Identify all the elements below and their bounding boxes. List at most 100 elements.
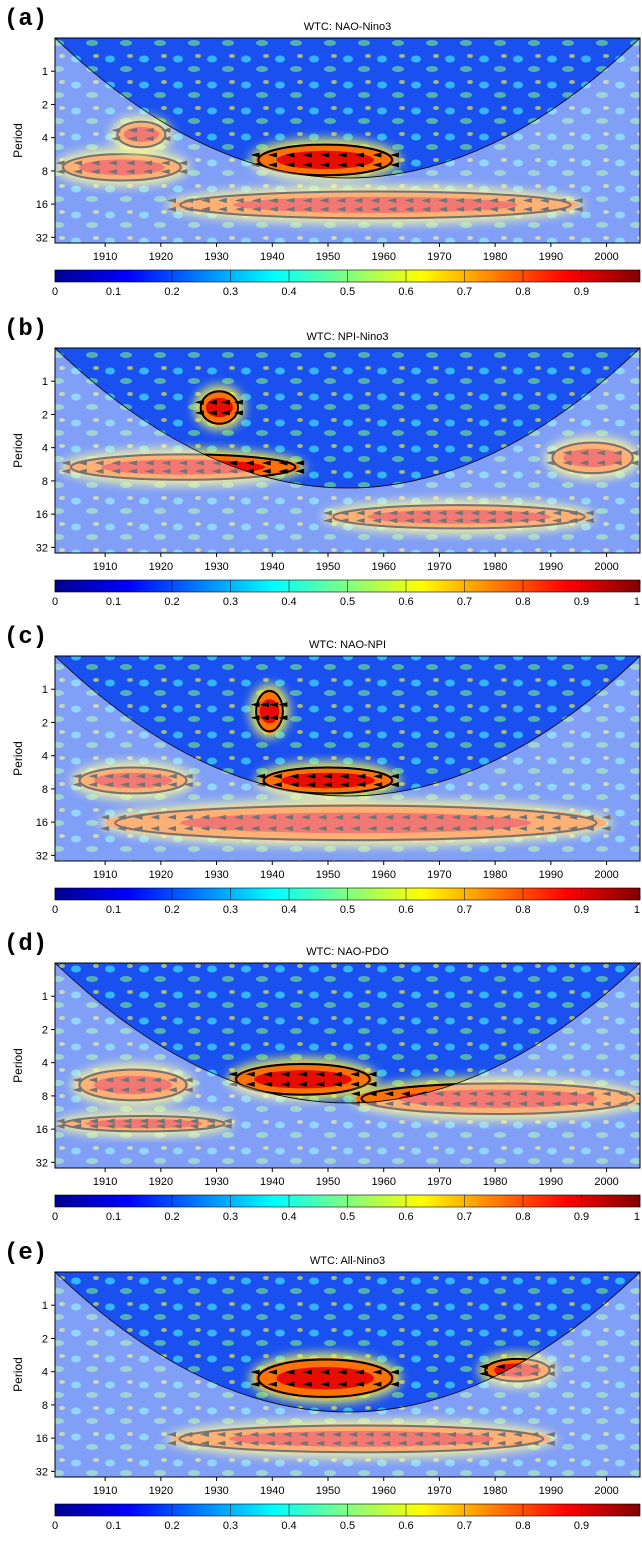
phase-arrow	[302, 1381, 312, 1387]
colorbar-tick-label: 0.4	[281, 286, 296, 298]
significance-contour	[78, 766, 188, 795]
phase-arrow	[545, 1440, 555, 1446]
y-tick-label: 2	[42, 717, 48, 729]
phase-arrow	[384, 1091, 394, 1097]
colorbar-tick-label: 0.7	[457, 286, 472, 298]
panel-title: WTC: NAO-Nino3	[304, 21, 391, 33]
phase-arrow	[472, 198, 482, 204]
phase-arrow	[315, 1440, 325, 1446]
phase-arrow	[319, 206, 329, 212]
x-tick-label: 1960	[371, 869, 395, 881]
phase-arrow	[522, 198, 532, 204]
panel-a: (a) WTC: NAO-Nino3 1 2 4 8 16 32 Period 1910 1920 1…	[4, 6, 641, 298]
phase-arrow	[108, 169, 118, 175]
significance-contour	[178, 1424, 545, 1454]
phase-arrow	[601, 1091, 611, 1097]
phase-arrow	[88, 1087, 98, 1093]
phase-arrow	[372, 162, 382, 168]
phase-arrow	[120, 1077, 130, 1083]
coherence-core	[276, 150, 374, 170]
phase-arrow	[183, 825, 193, 831]
phase-arrow	[612, 450, 622, 456]
phase-arrow	[364, 1432, 374, 1438]
phase-arrow	[167, 825, 176, 831]
phase-arrow	[300, 825, 310, 831]
phase-arrow	[250, 1381, 260, 1387]
phase-arrow	[128, 468, 137, 474]
colorbar-tick-label: 0.3	[223, 904, 238, 916]
phase-arrow	[220, 410, 230, 416]
phase-arrow	[388, 510, 398, 516]
phase-arrow	[568, 825, 578, 831]
phase-arrow	[584, 1091, 594, 1097]
phase-arrow	[568, 510, 578, 516]
x-tick-label: 1990	[539, 251, 563, 263]
panel-c: (c) WTC: NAO-NPI 1 2 4 8 16 32 Period 1910 1920 193…	[4, 624, 641, 916]
phase-arrow	[331, 1440, 341, 1446]
colorbar-tick-label: 0.4	[281, 1211, 296, 1223]
phase-arrow	[285, 1381, 295, 1387]
phase-arrow	[302, 198, 312, 204]
phase-arrow	[522, 206, 532, 212]
phase-arrow	[135, 1087, 145, 1093]
phase-arrow	[387, 206, 397, 212]
phase-arrow	[222, 1123, 232, 1129]
phase-arrow	[518, 814, 527, 820]
phase-arrow	[552, 510, 562, 516]
phase-arrow	[512, 1363, 522, 1369]
phase-arrow	[228, 460, 238, 466]
phase-arrow	[348, 1440, 358, 1446]
phase-arrow	[183, 1087, 193, 1093]
cone-of-influence	[55, 348, 640, 553]
phase-arrow	[160, 169, 170, 175]
x-tick-label: 1990	[539, 1485, 563, 1497]
y-tick-label: 16	[36, 509, 48, 521]
phase-arrow	[167, 773, 177, 779]
colorbar-tick-label: 0.4	[281, 596, 296, 608]
phase-arrow	[151, 1077, 161, 1083]
colorbar-tick-label: 0.9	[574, 596, 589, 608]
phase-arrow	[267, 814, 277, 820]
phase-arrow	[120, 1087, 130, 1093]
phase-arrow	[556, 206, 566, 212]
phase-arrow	[206, 1123, 215, 1129]
phase-arrow	[355, 162, 365, 168]
phase-arrow	[414, 1432, 424, 1438]
phase-arrow	[355, 518, 365, 524]
x-tick-label: 1950	[316, 869, 340, 881]
plot-area	[55, 1272, 640, 1477]
phase-arrow	[272, 773, 282, 779]
colorbar-tick-label: 0.2	[164, 286, 179, 298]
phase-arrow	[90, 169, 100, 175]
phase-arrow	[332, 1081, 342, 1087]
phase-arrow	[332, 1071, 342, 1077]
phase-arrow	[61, 460, 71, 466]
phase-arrow	[434, 825, 444, 831]
phase-arrow	[584, 1101, 594, 1107]
phase-arrow	[194, 399, 204, 405]
phase-arrow	[323, 773, 332, 779]
phase-arrow	[503, 510, 513, 516]
phase-arrow	[505, 198, 515, 204]
plot-area	[55, 38, 640, 243]
x-tick-label: 1910	[93, 561, 117, 573]
phase-arrow	[337, 1381, 347, 1387]
y-tick-label: 32	[36, 1157, 48, 1169]
phase-arrow	[135, 782, 145, 788]
phase-arrow	[155, 1118, 165, 1124]
phase-arrow	[111, 468, 121, 474]
x-tick-label: 2000	[594, 1485, 618, 1497]
phase-arrow	[551, 1101, 561, 1107]
x-tick-label: 1940	[260, 561, 284, 573]
phase-arrow	[336, 198, 346, 204]
phase-arrow	[88, 782, 98, 788]
colorbar-tick-label: 0.2	[164, 596, 179, 608]
phase-arrow	[250, 162, 260, 168]
phase-arrow	[484, 825, 494, 831]
phase-arrow	[234, 206, 244, 212]
phase-arrow	[404, 510, 414, 516]
phase-arrow	[503, 518, 513, 524]
significance-contour	[62, 1115, 226, 1133]
phase-arrow	[100, 814, 110, 820]
phase-arrow	[249, 1440, 259, 1446]
